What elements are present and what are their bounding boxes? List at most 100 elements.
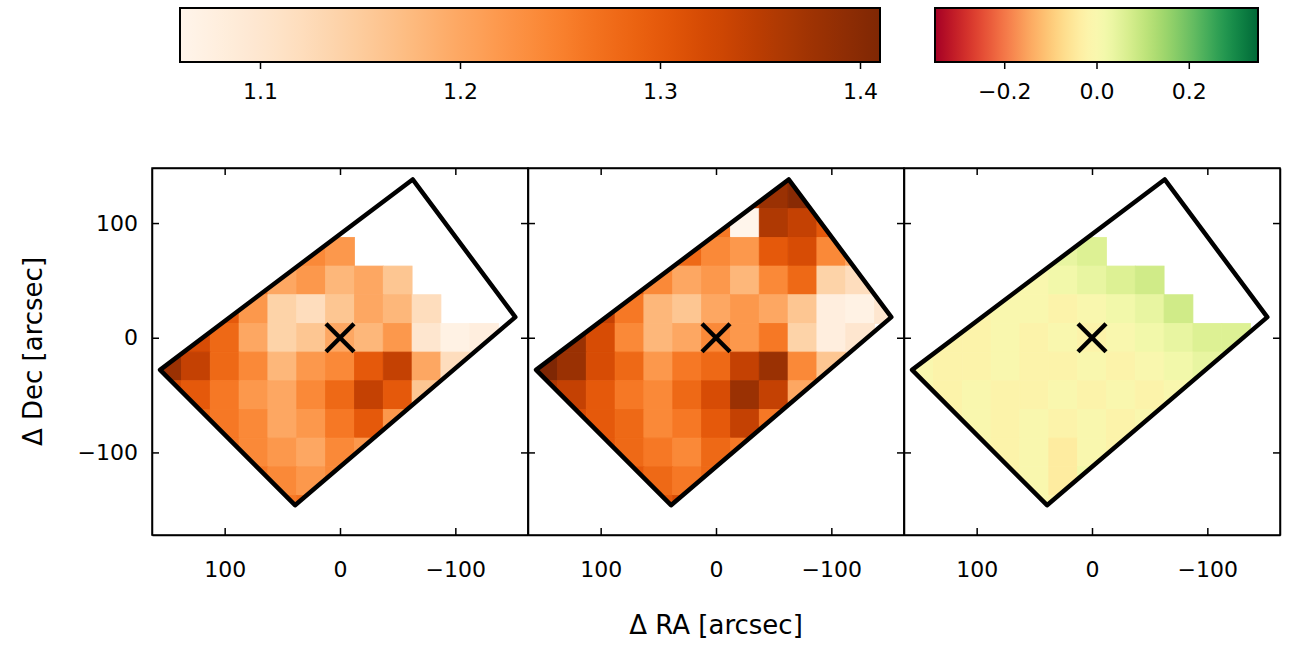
footprint-outline [160,179,515,505]
y-axis [904,169,911,536]
plot-frame [528,168,904,535]
heatmap-cell [673,266,702,295]
tick [1092,168,1093,175]
heatmap-cell [354,295,383,324]
heatmap-cell [210,352,239,381]
plot-area [153,179,516,524]
heatmap-cell [1135,266,1164,295]
heatmap-cell [962,381,991,410]
tick [1273,223,1280,224]
tick: 0.0 [1080,62,1115,104]
heatmap-cell [702,266,731,295]
heatmap-cell [759,295,788,324]
heatmap-cell [788,295,817,324]
tick-mark [1207,168,1209,175]
tick: −100 [78,440,159,465]
heatmap-cell [730,266,759,295]
tick-label: −100 [1178,557,1238,582]
heatmap-cell [846,295,875,324]
tick-label: 100 [956,557,998,582]
heatmap-cell [586,381,615,410]
heatmap-cell [991,381,1020,410]
heatmap-cell [354,352,383,381]
heatmap-cell [702,409,731,438]
heatmap-cell [615,323,644,352]
heatmap-cell [354,323,383,352]
heatmap-cell [239,409,268,438]
heatmap-cell [1078,438,1107,467]
tick-mark [976,528,978,535]
heatmap-cell [412,352,441,381]
panel: 100 0 −100 [904,168,1281,582]
heatmap-cell [817,295,846,324]
tick-mark [528,452,535,454]
tick-mark [897,223,904,225]
plot-area [529,179,904,524]
heatmap-cell [759,352,788,381]
heatmap-cell [1135,295,1164,324]
heatmap-cell [644,295,673,324]
heatmap-cell [412,323,441,352]
heatmap-cell [297,323,326,352]
tick-mark [152,223,159,225]
tick-mark [716,168,718,175]
heatmap-cell [297,295,326,324]
heatmap-cell [1078,323,1107,352]
tick [1273,452,1280,453]
heatmap-cell [1078,295,1107,324]
heatmap-cell [297,352,326,381]
tick-mark [1092,528,1094,535]
heatmap-cell [586,352,615,381]
tick-mark [340,528,342,535]
heatmap-cell [644,438,673,467]
heatmap-cell [239,381,268,410]
heatmap-cell [759,209,788,238]
heatmap-cell [1020,323,1049,352]
heatmap-cell [1049,295,1078,324]
heatmap-cell [673,381,702,410]
heatmap-cell [615,352,644,381]
tick [455,168,456,175]
tick: 0 [334,528,348,582]
chart-root: 1000−100−10001001000−1001000−1001.11.21.… [0,0,1294,646]
tick-mark [224,528,226,535]
tick: 1.3 [643,62,678,104]
heatmap-cell [326,295,355,324]
heatmap-cell [297,438,326,467]
heatmap-cell [702,323,731,352]
heatmap-cell [1078,352,1107,381]
axis-line [181,62,881,64]
heatmap-cell [326,467,355,496]
footprint-outline [536,179,891,505]
tick-mark [660,62,662,69]
tick-label: 0.2 [1172,79,1207,104]
tick-mark [455,168,457,175]
tick: 1.1 [243,62,278,104]
y-axis-right [1273,169,1281,536]
heatmap-cell [1020,438,1049,467]
heatmap-cell [1078,266,1107,295]
heatmap-cell [412,295,441,324]
heatmap-cell [1049,381,1078,410]
tick [897,452,904,453]
heatmap-cell [817,266,846,295]
tick: −100 [1178,528,1238,582]
tick-label: 100 [580,557,622,582]
heatmap-cell [759,237,788,266]
tick [521,338,528,339]
figure: 1000−100−10001001000−1001000−1001.11.21.… [0,0,1294,646]
tick [1273,338,1280,339]
heatmap-cell [239,323,268,352]
tick: 1.4 [843,62,878,104]
tick [528,452,535,453]
target-marker [326,324,354,352]
colorbar-body [180,8,880,62]
tick-label: 0 [1086,557,1100,582]
tick-mark [528,223,535,225]
heatmap-cell [326,352,355,381]
heatmap-cell [759,381,788,410]
tick-mark [831,528,833,535]
heatmap-cell [297,266,326,295]
tick [528,223,535,224]
tick-mark [1189,62,1191,69]
